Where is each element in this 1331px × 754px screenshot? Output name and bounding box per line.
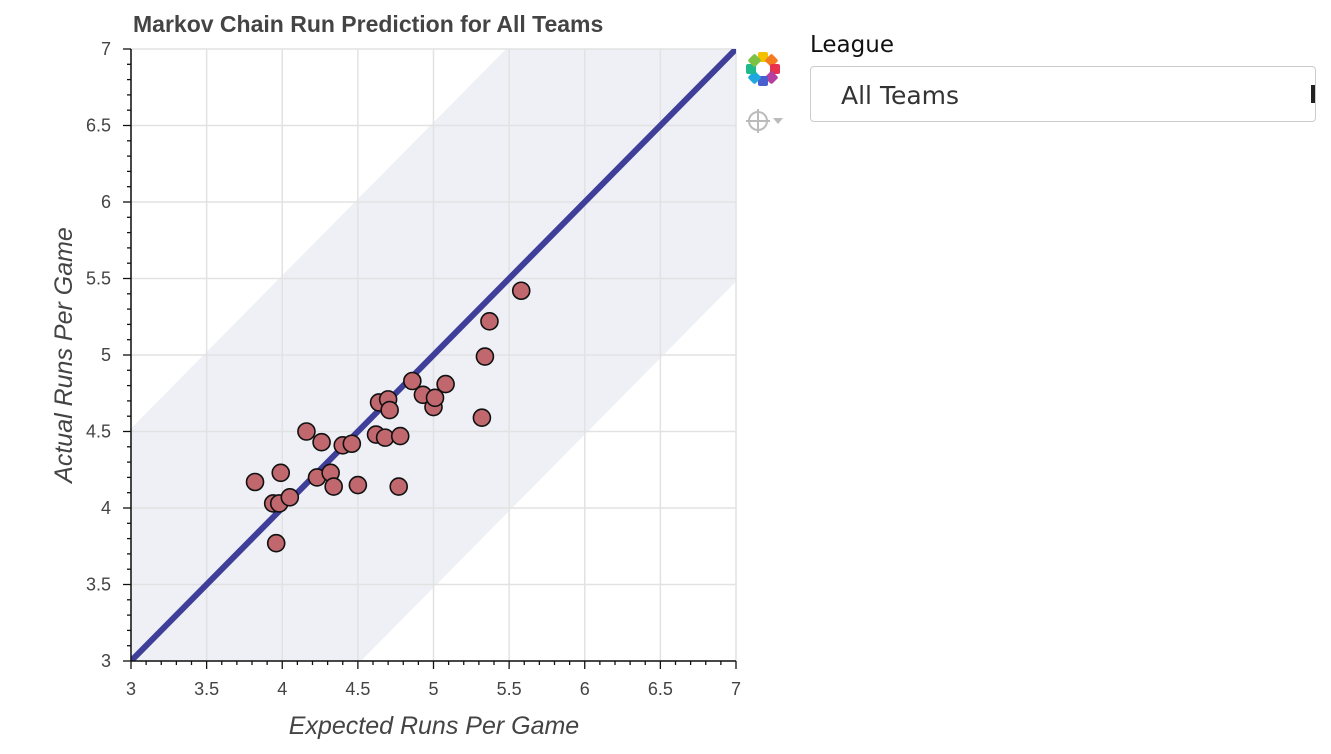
y-tick-label: 4.5	[86, 422, 111, 442]
x-tick-label: 5.5	[497, 679, 522, 699]
data-point	[511, 281, 531, 301]
crosshair-icon[interactable]	[744, 106, 784, 136]
y-tick-label: 5	[101, 345, 111, 365]
x-tick-label: 7	[731, 679, 741, 699]
y-tick-label: 6.5	[86, 116, 111, 136]
league-select-value: All Teams	[841, 81, 960, 110]
data-point	[324, 477, 343, 496]
data-point	[348, 475, 368, 495]
data-point	[389, 477, 409, 496]
data-point	[475, 347, 495, 366]
data-point	[403, 371, 422, 391]
reference-line-layer	[131, 49, 736, 661]
bokeh-logo-icon[interactable]	[744, 50, 782, 88]
y-axis-label: Actual Runs Per Game	[50, 227, 78, 485]
data-point	[297, 422, 316, 441]
x-tick-label: 4	[277, 679, 287, 699]
reference-line	[131, 49, 736, 661]
axes: 3 3.5 4 4.5 5 5.5 6 6.5 7 3 3.5 4 4.5 5 5.5 6 6.5 7	[86, 39, 741, 699]
data-point	[480, 312, 499, 331]
data-point	[436, 374, 455, 394]
data-point	[271, 463, 291, 483]
data-point	[245, 472, 265, 492]
y-tick-label: 3	[101, 651, 111, 671]
data-point	[425, 388, 445, 408]
y-tick-label: 6	[101, 192, 111, 212]
scatter-plot: 3 3.5 4 4.5 5 5.5 6 6.5 7 3 3.5 4 4.5 5 5.5 6 6.5 7 Expec…	[50, 39, 741, 740]
data-point	[280, 487, 300, 507]
y-tick-label: 4	[101, 498, 111, 518]
data-point	[342, 434, 362, 454]
y-tick-label: 7	[101, 39, 111, 59]
x-tick-label: 4.5	[345, 679, 370, 699]
league-label: League	[810, 32, 894, 58]
x-tick-label: 6.5	[648, 679, 673, 699]
data-point	[380, 400, 399, 420]
x-axis-label: Expected Runs Per Game	[289, 712, 579, 740]
y-tick-label: 3.5	[86, 575, 111, 595]
x-tick-label: 3	[126, 679, 136, 699]
chevron-down-icon	[1311, 85, 1315, 103]
plot-toolbar	[740, 46, 788, 146]
data-point	[472, 408, 492, 428]
chart-title: Markov Chain Run Prediction for All Team…	[133, 11, 604, 37]
data-point	[375, 428, 395, 447]
x-tick-label: 3.5	[194, 679, 219, 699]
data-point	[312, 432, 331, 452]
data-point	[390, 426, 410, 446]
x-tick-label: 5	[428, 679, 438, 699]
y-tick-label: 5.5	[86, 269, 111, 289]
league-select[interactable]: All Teams	[810, 66, 1316, 122]
data-point	[266, 533, 286, 553]
x-tick-label: 6	[580, 679, 590, 699]
data-points	[245, 281, 531, 553]
